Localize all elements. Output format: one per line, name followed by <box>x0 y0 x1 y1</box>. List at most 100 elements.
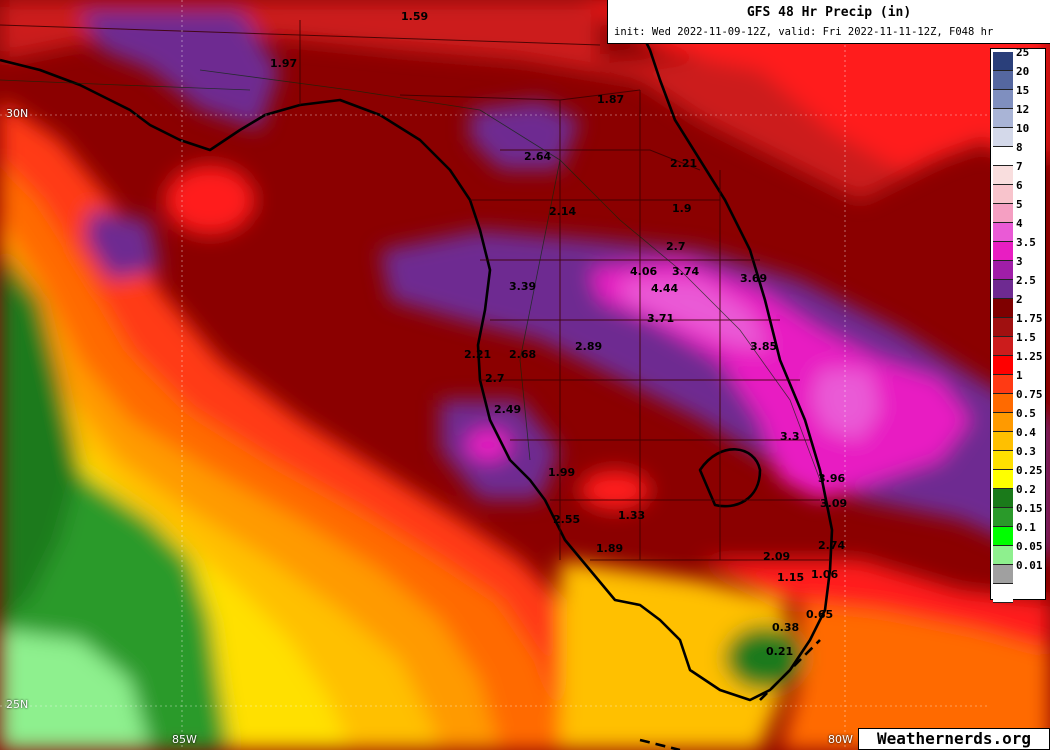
legend-row: 25 <box>991 46 1045 71</box>
legend-swatch <box>993 128 1013 147</box>
legend-swatch <box>993 166 1013 185</box>
legend-swatch <box>993 489 1013 508</box>
legend-label: 3.5 <box>1016 236 1036 249</box>
point-value: 1.06 <box>811 568 838 581</box>
point-value: 3.71 <box>647 312 674 325</box>
legend-swatch <box>993 432 1013 451</box>
legend-swatch <box>993 337 1013 356</box>
legend-row: 10 <box>991 122 1045 147</box>
legend-row: 5 <box>991 198 1045 223</box>
legend-label: 0.3 <box>1016 445 1036 458</box>
legend-swatch <box>993 527 1013 546</box>
legend-row: 0.1 <box>991 521 1045 546</box>
legend-swatch <box>993 451 1013 470</box>
legend-label: 0.1 <box>1016 521 1036 534</box>
legend-swatch <box>993 508 1013 527</box>
legend-row: 3 <box>991 255 1045 280</box>
legend-row: 0.5 <box>991 407 1045 432</box>
point-value: 1.9 <box>672 202 692 215</box>
legend-label: 1 <box>1016 369 1023 382</box>
legend-row: 6 <box>991 179 1045 204</box>
legend-label: 7 <box>1016 160 1023 173</box>
legend-row: 7 <box>991 160 1045 185</box>
point-value: 4.44 <box>651 282 678 295</box>
point-value: 3.3 <box>780 430 800 443</box>
legend-swatch <box>993 147 1013 166</box>
legend-row: 1 <box>991 369 1045 394</box>
legend-row: 0.3 <box>991 445 1045 470</box>
legend-label: 0.4 <box>1016 426 1036 439</box>
point-value: 3.96 <box>818 472 845 485</box>
legend-label: 1.75 <box>1016 312 1043 325</box>
legend-label: 3 <box>1016 255 1023 268</box>
point-value: 0.38 <box>772 621 799 634</box>
point-value: 1.15 <box>777 571 804 584</box>
lon-label-80w: 80W <box>828 733 853 746</box>
legend-row: 1.25 <box>991 350 1045 375</box>
legend-swatch <box>993 565 1013 584</box>
legend-label: 8 <box>1016 141 1023 154</box>
point-value: 0.21 <box>766 645 793 658</box>
legend-label: 0.75 <box>1016 388 1043 401</box>
legend-swatch <box>993 584 1013 603</box>
legend-row: 2.5 <box>991 274 1045 299</box>
legend-swatch <box>993 413 1013 432</box>
point-value: 2.68 <box>509 348 536 361</box>
legend-swatch <box>993 204 1013 223</box>
point-value: 3.74 <box>672 265 699 278</box>
legend-swatch <box>993 261 1013 280</box>
point-value-labels: 1.59 1.97 1.87 2.64 2.21 2.14 1.9 2.7 4.06 3.74 3.… <box>270 10 847 658</box>
legend-row: 1.75 <box>991 312 1045 337</box>
legend-row: 0.01 <box>991 559 1045 584</box>
legend-swatch <box>993 280 1013 299</box>
point-value: 2.49 <box>494 403 521 416</box>
point-value: 2.74 <box>818 539 845 552</box>
legend-swatch <box>993 318 1013 337</box>
point-value: 1.33 <box>618 509 645 522</box>
legend-row: 0.75 <box>991 388 1045 413</box>
legend-swatch <box>993 185 1013 204</box>
legend-row: 15 <box>991 84 1045 109</box>
point-value: 2.89 <box>575 340 602 353</box>
legend-row: 0.05 <box>991 540 1045 565</box>
map-title: GFS 48 Hr Precip (in) <box>746 5 912 20</box>
legend-row: 4 <box>991 217 1045 242</box>
graticule <box>0 0 990 750</box>
legend-label: 6 <box>1016 179 1023 192</box>
point-value: 3.85 <box>750 340 777 353</box>
legend-label: 1.25 <box>1016 350 1043 363</box>
legend-swatch <box>993 90 1013 109</box>
point-value: 2.55 <box>553 513 580 526</box>
legend-swatch <box>993 356 1013 375</box>
legend-row: 0.4 <box>991 426 1045 451</box>
point-value: 3.39 <box>509 280 536 293</box>
point-value: 2.09 <box>763 550 790 563</box>
lat-label-30n: 30N <box>6 107 29 120</box>
legend-row: 8 <box>991 141 1045 166</box>
legend-swatch <box>993 546 1013 565</box>
map-subtitle: init: Wed 2022-11-09-12Z, valid: Fri 202… <box>614 26 994 38</box>
roads <box>0 69 821 481</box>
point-value: 3.09 <box>820 497 847 510</box>
legend-label: 5 <box>1016 198 1023 211</box>
legend-row <box>991 584 1045 603</box>
legend-swatch <box>993 394 1013 413</box>
point-value: 2.64 <box>524 150 551 163</box>
legend-swatch <box>993 299 1013 318</box>
legend-swatch <box>993 109 1013 128</box>
point-value: 2.14 <box>549 205 576 218</box>
legend-label: 0.2 <box>1016 483 1036 496</box>
legend-label: 4 <box>1016 217 1023 230</box>
point-value: 2.7 <box>485 372 505 385</box>
legend-row: 0.25 <box>991 464 1045 489</box>
point-value: 3.69 <box>740 272 767 285</box>
county-lines <box>0 20 830 561</box>
legend-row: 2 <box>991 293 1045 318</box>
point-value: 1.99 <box>548 466 575 479</box>
legend-row: 3.5 <box>991 236 1045 261</box>
legend-label: 0.05 <box>1016 540 1043 553</box>
legend-row: 0.2 <box>991 483 1045 508</box>
legend-swatch <box>993 52 1013 71</box>
legend-label: 0.25 <box>1016 464 1043 477</box>
legend-label: 20 <box>1016 65 1030 78</box>
